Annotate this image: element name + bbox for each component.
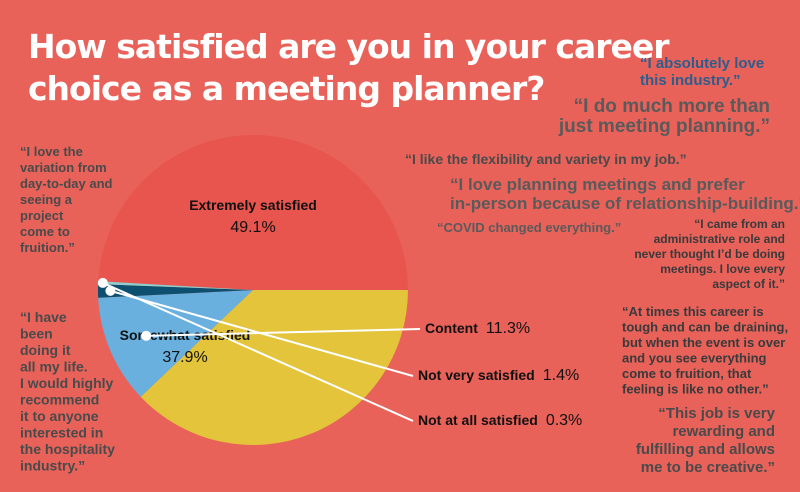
leader-line	[110, 289, 414, 377]
quote: industry.”	[20, 458, 85, 474]
slice-label: Not very satisfied	[418, 367, 535, 383]
quote: “COVID changed everything.”	[437, 220, 621, 235]
quote: project	[20, 208, 64, 223]
quote: come to	[20, 224, 70, 239]
slice-label: Not at all satisfied 0.3%	[418, 412, 582, 429]
quote: but when the event is over	[622, 335, 785, 350]
quote: just meeting planning.”	[558, 116, 770, 137]
quote: “At times this career is	[622, 304, 764, 319]
leader-dot	[97, 277, 108, 288]
slice-label: Not very satisfied 1.4%	[418, 367, 579, 384]
quote: fulfilling and allows	[636, 441, 775, 458]
quote: “I came from an	[694, 217, 785, 231]
pie-slice	[98, 290, 253, 397]
leader-line	[146, 328, 421, 337]
quote: feeling is like no other.”	[622, 382, 769, 397]
quote: “I love the	[20, 144, 83, 159]
leader-line	[102, 282, 414, 422]
quote: seeing a	[20, 192, 73, 207]
quote: come to fruition, that	[622, 366, 752, 381]
quote: recommend	[20, 392, 99, 408]
quote: “I love planning meetings and prefer	[450, 175, 745, 194]
quote: never thought I’d be doing	[634, 247, 785, 261]
slice-value: 11.3%	[486, 320, 530, 337]
slice-value: 0.3%	[546, 412, 582, 429]
quote: me to be creative.”	[641, 459, 775, 476]
slice-label: Content 11.3%	[425, 320, 530, 337]
slice-value: 49.1%	[230, 219, 275, 236]
quote: tough and can be draining,	[622, 320, 788, 335]
slice-label: Content	[425, 320, 478, 336]
quote: rewarding and	[672, 423, 775, 440]
quote: all my life.	[20, 359, 88, 375]
quote: been	[20, 326, 53, 342]
quote: administrative role and	[654, 232, 785, 246]
quote: “I do much more than	[574, 96, 770, 117]
quote: interested in	[20, 425, 103, 441]
leader-dot	[141, 330, 152, 341]
slice-value: 37.9%	[162, 349, 207, 366]
quote: and you see everything	[622, 351, 767, 366]
quote: variation from	[20, 160, 107, 175]
quote: “I have	[20, 309, 67, 325]
quote: this industry.”	[640, 72, 741, 89]
pie-slice	[97, 284, 253, 298]
quote: doing it	[20, 342, 71, 358]
slice-value: 1.4%	[543, 367, 579, 384]
pie-slice	[98, 135, 409, 290]
quote: in-person because of relationship-buildi…	[450, 194, 800, 213]
chart-title: How satisfied are you in your career	[28, 27, 670, 66]
quote: aspect of it.”	[712, 277, 785, 291]
quote: “I absolutely love	[640, 55, 764, 72]
quote: “I like the flexibility and variety in m…	[405, 151, 687, 167]
slice-label: Not at all satisfied	[418, 412, 538, 428]
quote: fruition.”	[20, 240, 75, 255]
quote: I would highly	[20, 375, 114, 391]
chart-title: choice as a meeting planner?	[28, 69, 544, 108]
quote: “This job is very	[658, 405, 775, 422]
quote: the hospitality	[20, 441, 115, 457]
quote: it to anyone	[20, 408, 99, 424]
pie-slice	[98, 281, 253, 290]
slice-label: Extremely satisfied	[189, 197, 317, 213]
pie-slice	[140, 290, 408, 445]
quote: day-to-day and	[20, 176, 113, 191]
quote: meetings. I love every	[660, 262, 785, 276]
